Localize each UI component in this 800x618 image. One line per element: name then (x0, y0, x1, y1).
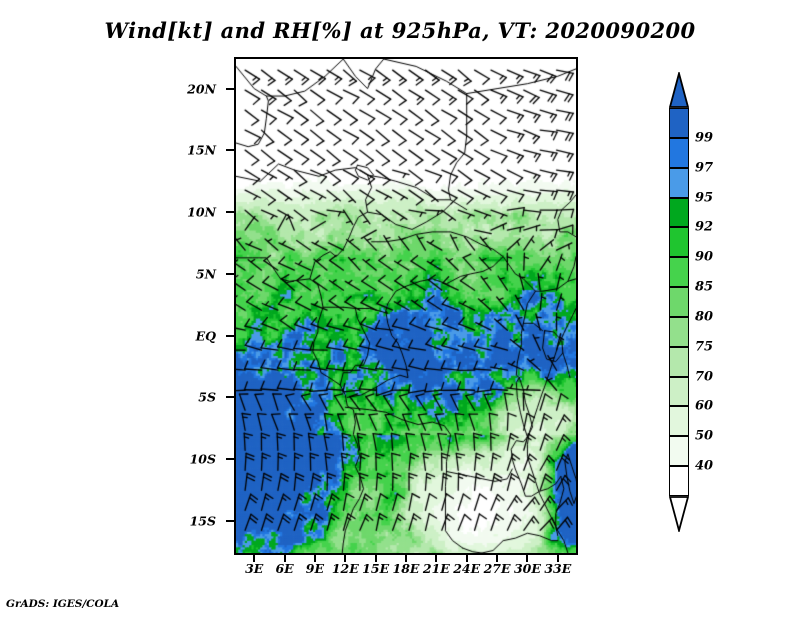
y-axis-tick-label: 15N (187, 142, 216, 158)
colorbar-tick-label: 97 (695, 160, 714, 176)
colorbar-tick-label: 95 (695, 190, 714, 206)
x-axis-tick-label: 21E (422, 561, 450, 576)
x-axis-tick-label: 24E (453, 561, 481, 576)
map-plot-area (234, 57, 578, 555)
colorbar-band (669, 257, 689, 288)
colorbar-band (669, 436, 689, 467)
x-axis-tick-label: 12E (331, 561, 359, 576)
y-axis-tick-label: 15S (189, 513, 216, 529)
y-axis-tick-label: 5S (198, 389, 216, 405)
colorbar-band (669, 167, 689, 198)
y-axis-tick-mark (226, 458, 234, 461)
y-axis-tick-mark (226, 149, 234, 152)
y-axis-tick-label: 5N (195, 266, 216, 282)
colorbar-band (669, 197, 689, 228)
x-axis-tick-mark (253, 555, 256, 562)
x-axis-tick-label: 27E (483, 561, 511, 576)
x-axis-tick-mark (405, 555, 407, 562)
y-axis-tick-label: 20N (187, 81, 216, 97)
colorbar-tick-label: 90 (695, 249, 714, 265)
x-axis-tick-mark (374, 555, 377, 562)
x-axis-tick-mark (435, 555, 438, 562)
y-axis-tick-label: EQ (195, 328, 216, 344)
x-axis-tick-label: 6E (275, 561, 294, 576)
x-axis-tick-mark (313, 555, 316, 562)
y-axis-tick-mark (226, 396, 234, 399)
colorbar-band (669, 466, 689, 496)
colorbar-tick-label: 75 (695, 339, 714, 355)
colorbar-tick-label: 40 (695, 458, 714, 474)
colorbar-band (669, 346, 689, 377)
colorbar-tick-label: 80 (695, 309, 714, 325)
y-axis-tick-mark (226, 272, 234, 275)
map-frame (234, 57, 578, 555)
colorbar-band (669, 227, 689, 258)
colorbar-bottom-arrow-icon (669, 496, 689, 532)
colorbar-band (669, 108, 689, 138)
colorbar-tick-label: 60 (695, 398, 714, 414)
footer-credit: GrADS: IGES/COLA (6, 598, 120, 610)
colorbar-band (669, 287, 689, 317)
x-axis-tick-mark (344, 555, 347, 562)
rh-wind-map-canvas (236, 59, 576, 553)
page-title: Wind[kt] and RH[%] at 925hPa, VT: 202009… (104, 18, 696, 43)
x-axis-tick-label: 18E (392, 561, 420, 576)
y-axis-tick-mark (226, 87, 234, 90)
x-axis-tick-label: 9E (305, 561, 325, 576)
colorbar-top-arrow-icon (669, 72, 689, 108)
x-axis-tick-mark (496, 555, 499, 562)
y-axis-tick-mark (226, 211, 234, 214)
x-axis-tick-mark (526, 555, 529, 562)
y-axis-tick-mark (226, 519, 234, 522)
x-axis-tick-label: 3E (245, 561, 264, 576)
x-axis-tick-mark (465, 555, 468, 562)
colorbar-band (669, 137, 689, 168)
y-axis-tick-label: 10N (187, 204, 216, 220)
colorbar-band (669, 406, 689, 437)
colorbar-tick-label: 70 (695, 369, 714, 385)
x-axis-tick-label: 30E (513, 561, 541, 576)
colorbar-band (669, 376, 689, 407)
y-axis-tick-label: 10S (189, 451, 216, 467)
colorbar-bands (669, 108, 689, 496)
x-axis-tick-label: 15E (362, 561, 390, 576)
colorbar-tick-label: 92 (695, 219, 714, 235)
x-axis-tick-mark (283, 555, 286, 562)
y-axis-tick-mark (226, 334, 234, 337)
colorbar-band (669, 316, 689, 347)
colorbar-tick-label: 85 (695, 279, 714, 295)
x-axis-tick-mark (556, 555, 559, 562)
colorbar-tick-label: 99 (695, 130, 714, 146)
x-axis-tick-label: 33E (544, 561, 572, 576)
colorbar-tick-label: 50 (695, 428, 714, 444)
